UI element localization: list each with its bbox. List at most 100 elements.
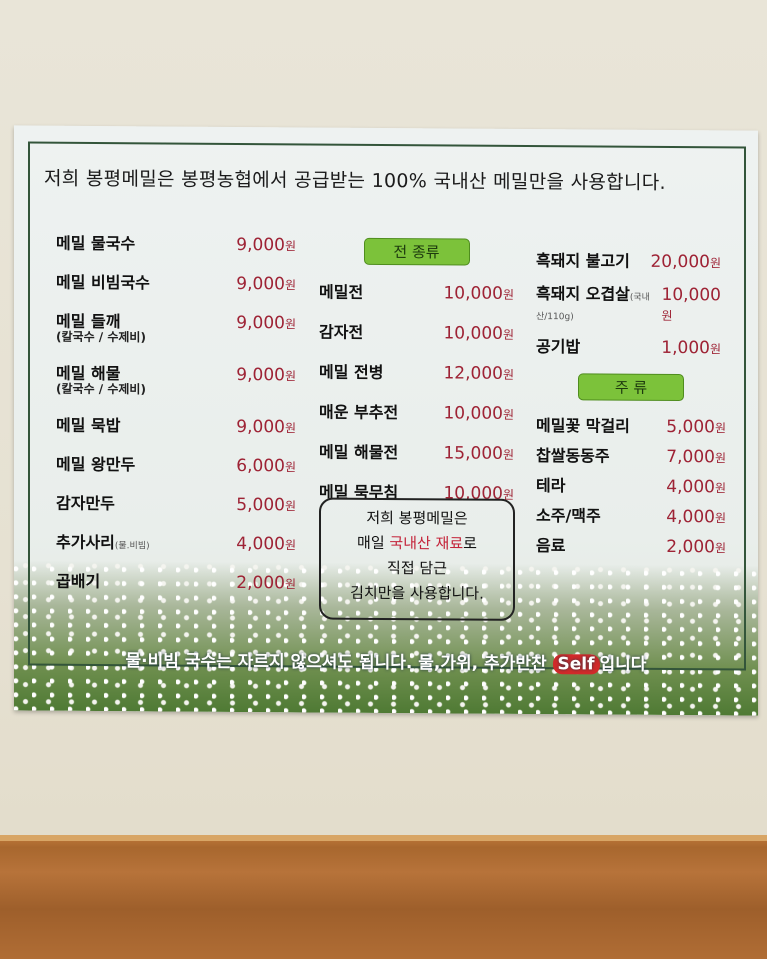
item-price: 7,000원: [666, 447, 726, 467]
item-price: 9,000원: [236, 235, 296, 255]
item-price: 10,000원: [443, 403, 514, 423]
menu-item: 메밀 들깨 9,000원 (칼국수 / 수제비): [56, 308, 296, 347]
price-value: 4,000: [236, 533, 285, 555]
item-name: 메밀 전병: [319, 362, 384, 382]
notice-highlight: 국내산 재료: [389, 534, 464, 553]
currency-unit: 원: [284, 577, 296, 592]
footer-text: 입니다: [599, 654, 647, 675]
currency-unit: 원: [714, 421, 726, 436]
item-price: 9,000원: [236, 365, 296, 385]
menu-item: 소주/맥주 4,000원: [536, 502, 726, 527]
menu-row: 메밀전 10,000원: [319, 279, 514, 304]
drinks-section-title: 주 류: [578, 373, 684, 402]
item-name: 테라: [536, 476, 566, 496]
menu-row: 음료 2,000원: [536, 532, 726, 557]
price-value: 5,000: [666, 416, 715, 438]
notice-line: 매일 국내산 재료로: [321, 531, 513, 557]
price-value: 20,000: [650, 251, 710, 273]
item-name: 메밀 묵밥: [56, 415, 121, 436]
footer-notice: 물·비빔 국수는 자르지 않으셔도 됩니다. 물,가위, 추가반찬 Self 입니…: [14, 645, 758, 675]
menu-item: 감자만두 5,000원: [56, 490, 296, 516]
menu-row: 추가사리(물.비빔) 4,000원: [56, 529, 296, 555]
price-value: 10,000: [443, 323, 503, 344]
item-price: 15,000원: [443, 443, 514, 463]
currency-unit: 원: [502, 447, 514, 462]
menu-item: 메밀 전병 12,000원: [319, 359, 514, 384]
price-value: 12,000: [443, 363, 503, 384]
currency-unit: 원: [661, 308, 673, 324]
menu-item: 흑돼지 오겹살(국내산/110g) 10,000원: [536, 280, 721, 325]
item-note: (물.비빔): [114, 541, 150, 552]
item-price: 9,000원: [236, 417, 296, 437]
item-name: 흑돼지 오겹살: [536, 284, 630, 304]
item-price: 2,000원: [236, 573, 296, 593]
currency-unit: 원: [709, 256, 721, 271]
item-name: 메밀 왕만두: [56, 454, 136, 475]
menu-row: 메밀 비빔국수 9,000원: [56, 269, 296, 295]
notice-line: 저희 봉평메밀은: [366, 508, 468, 528]
menu-row: 감자만두 5,000원: [56, 490, 296, 516]
wood-wainscot: [0, 835, 767, 959]
menu-row: 흑돼지 불고기 20,000원: [536, 247, 721, 272]
item-price: 5,000원: [236, 495, 296, 515]
item-name: 메밀 비빔국수: [56, 272, 150, 293]
menu-row: 찹쌀동동주 7,000원: [536, 442, 726, 467]
price-value: 9,000: [236, 364, 285, 386]
currency-unit: 원: [502, 327, 514, 342]
notice-text: 매일: [357, 533, 390, 553]
currency-unit: 원: [284, 278, 296, 293]
menu-row: 매운 부추전 10,000원: [319, 399, 514, 424]
menu-item: 메밀 묵밥 9,000원: [56, 412, 296, 438]
price-value: 1,000: [661, 337, 710, 359]
item-name: 소주/맥주: [536, 506, 601, 526]
menu-row: 공기밥 1,000원: [536, 333, 721, 358]
item-name: 감자전: [319, 322, 364, 342]
meat-menu: 흑돼지 불고기 20,000원 흑돼지 오겹살(국내산/110g) 10,000원 공기…: [536, 247, 721, 367]
menu-item: 음료 2,000원: [536, 532, 726, 557]
item-name: 공기밥: [536, 337, 581, 357]
menu-item: 추가사리(물.비빔) 4,000원: [56, 529, 296, 555]
currency-unit: 원: [284, 239, 296, 254]
menu-item: 감자전 10,000원: [319, 319, 514, 344]
price-value: 10,000: [661, 284, 721, 306]
menu-item: 테라 4,000원: [536, 472, 726, 497]
item-price: 4,000원: [236, 534, 296, 554]
menu-item: 메밀 물국수 9,000원: [56, 230, 296, 256]
price-value: 9,000: [236, 312, 285, 334]
price-value: 5,000: [236, 494, 285, 516]
menu-item: 메밀꽃 막걸리 5,000원: [536, 412, 726, 437]
item-name: 메밀꽃 막걸리: [536, 416, 630, 436]
menu-item: 메밀 왕만두 6,000원: [56, 451, 296, 477]
item-price: 5,000원: [666, 417, 726, 437]
currency-unit: 원: [284, 499, 296, 514]
price-value: 9,000: [236, 273, 285, 295]
item-price: 1,000원: [661, 338, 721, 358]
price-value: 9,000: [236, 416, 285, 438]
item-name: 메밀 물국수: [56, 233, 136, 254]
notice-text: 로: [463, 534, 477, 553]
item-name: 곱배기: [56, 571, 101, 592]
price-value: 6,000: [236, 455, 285, 477]
menu-item: 매운 부추전 10,000원: [319, 399, 514, 424]
item-name: 음료: [536, 536, 566, 556]
notice-line: 김치만을 사용합니다.: [350, 583, 484, 603]
item-name: 메밀 해물전: [319, 442, 399, 463]
currency-unit: 원: [284, 317, 296, 332]
menu-row: 메밀 왕만두 6,000원: [56, 451, 296, 477]
price-value: 9,000: [236, 234, 285, 256]
item-name: 추가사리: [56, 532, 115, 553]
menu-row: 흑돼지 오겹살(국내산/110g) 10,000원: [536, 280, 721, 325]
menu-row: 메밀 해물전 15,000원: [319, 439, 514, 464]
item-price: 12,000원: [443, 363, 514, 383]
currency-unit: 원: [709, 342, 721, 357]
jeon-section-title: 전 종류: [363, 237, 470, 266]
currency-unit: 원: [284, 421, 296, 436]
footer-text: 물·비빔 국수는 자르지 않으셔도 됩니다. 물,가위, 추가반찬: [125, 651, 553, 675]
item-price: 10,000 원: [662, 285, 721, 325]
menu-item: 메밀 해물 9,000원 (칼국수 / 수제비): [56, 360, 296, 399]
price-value: 10,000: [443, 283, 503, 304]
item-name: 흑돼지 불고기: [536, 251, 630, 271]
menu-item: 곱배기 2,000원: [56, 568, 296, 594]
menu-item: 메밀 비빔국수 9,000원: [56, 269, 296, 295]
